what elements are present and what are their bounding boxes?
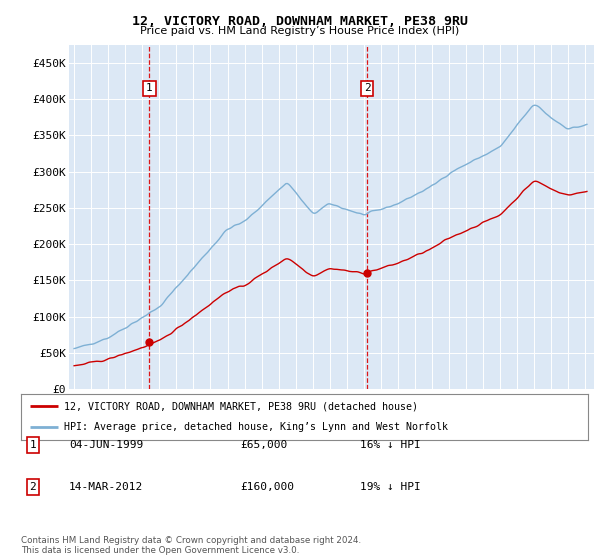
Text: 1: 1 <box>146 83 153 94</box>
Text: £160,000: £160,000 <box>240 482 294 492</box>
Text: 16% ↓ HPI: 16% ↓ HPI <box>360 440 421 450</box>
Text: 12, VICTORY ROAD, DOWNHAM MARKET, PE38 9RU (detached house): 12, VICTORY ROAD, DOWNHAM MARKET, PE38 9… <box>64 401 418 411</box>
Text: HPI: Average price, detached house, King’s Lynn and West Norfolk: HPI: Average price, detached house, King… <box>64 422 448 432</box>
Text: Contains HM Land Registry data © Crown copyright and database right 2024.
This d: Contains HM Land Registry data © Crown c… <box>21 536 361 556</box>
Text: 2: 2 <box>29 482 37 492</box>
Text: 12, VICTORY ROAD, DOWNHAM MARKET, PE38 9RU: 12, VICTORY ROAD, DOWNHAM MARKET, PE38 9… <box>132 15 468 27</box>
Text: 1: 1 <box>29 440 37 450</box>
Text: 2: 2 <box>364 83 371 94</box>
Text: 04-JUN-1999: 04-JUN-1999 <box>69 440 143 450</box>
Text: 14-MAR-2012: 14-MAR-2012 <box>69 482 143 492</box>
Text: £65,000: £65,000 <box>240 440 287 450</box>
Text: Price paid vs. HM Land Registry’s House Price Index (HPI): Price paid vs. HM Land Registry’s House … <box>140 26 460 36</box>
Text: 19% ↓ HPI: 19% ↓ HPI <box>360 482 421 492</box>
